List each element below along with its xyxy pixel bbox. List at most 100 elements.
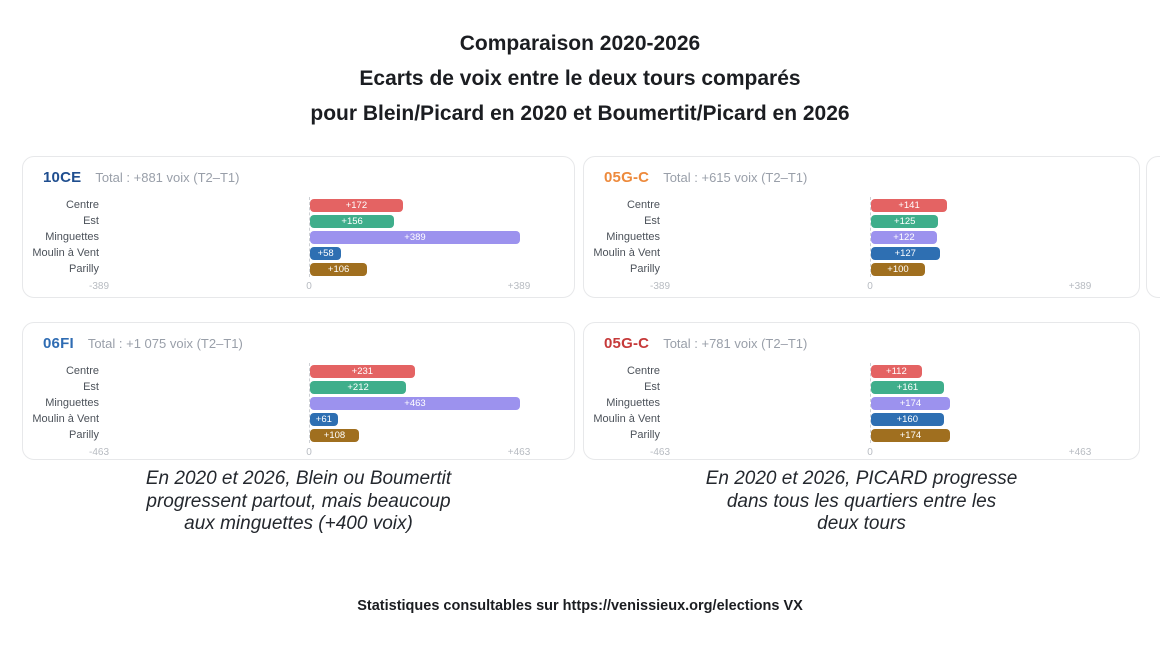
value-label: +156: [341, 215, 363, 227]
chart-row: Centre +141: [584, 197, 1139, 213]
value-label: +108: [323, 429, 346, 441]
chart-row: Est +156: [23, 213, 574, 229]
category-label: Centre: [65, 365, 99, 377]
chart-rows: Centre +141 Est +125 Minguettes +122 Moulin à …: [584, 197, 1139, 277]
row-plot-area: +141: [660, 198, 1080, 212]
row-plot-area: +106: [99, 262, 519, 276]
chart-rows: Centre +112 Est +161 Minguettes +174 Moulin à …: [584, 363, 1139, 443]
category-label: Parilly: [69, 429, 99, 441]
axis-tick-label: 0: [867, 447, 873, 458]
chart-row: Minguettes +174: [584, 395, 1139, 411]
row-plot-area: +108: [99, 428, 519, 442]
value-label: +127: [894, 247, 916, 259]
value-bar: +156: [310, 214, 395, 228]
title-line-1: Comparaison 2020-2026: [459, 32, 701, 55]
row-plot-area: +58: [99, 246, 519, 260]
chart-row: Centre +112: [584, 363, 1139, 379]
chart-row: Parilly +174: [584, 427, 1139, 443]
chart-rows: Centre +231 Est +212 Minguettes +463 Moulin à …: [23, 363, 574, 443]
chart-row: Minguettes +463: [23, 395, 574, 411]
value-bar: +58: [310, 246, 342, 260]
axis-labels: -463 0 +463: [584, 447, 1139, 461]
chart-rows: Centre +172 Est +156 Minguettes +389 Moulin à …: [23, 197, 574, 277]
row-plot-area: +61: [99, 412, 519, 426]
chart-panel-05gc-top: 05G-C Total : +615 voix (T2–T1) Centre +1…: [583, 156, 1140, 298]
value-label: +463: [404, 397, 426, 409]
value-bar: +172: [310, 198, 403, 212]
value-bar: +122: [871, 230, 937, 244]
value-bar: +127: [871, 246, 940, 260]
chart-row: Parilly +100: [584, 261, 1139, 277]
row-plot-area: +112: [660, 364, 1080, 378]
category-label: Est: [83, 215, 99, 227]
chart-row: Centre +172: [23, 197, 574, 213]
category-label: Minguettes: [606, 397, 660, 409]
axis-tick-label: -463: [649, 447, 671, 458]
row-plot-area: +212: [99, 380, 519, 394]
category-label: Parilly: [630, 429, 660, 441]
value-label: +58: [317, 247, 334, 259]
value-bar: +161: [871, 380, 945, 394]
axis-tick-label: 0: [306, 281, 312, 292]
category-label: Moulin à Vent: [593, 247, 660, 259]
title-line-2: Ecarts de voix entre le deux tours compa…: [359, 67, 801, 90]
axis-tick-label: +463: [1068, 447, 1092, 458]
value-label: +61: [315, 413, 332, 425]
value-bar: +112: [871, 364, 922, 378]
zero-axis-line: [870, 197, 871, 277]
value-bar: +61: [310, 412, 338, 426]
panel-code: 06FI: [43, 335, 74, 352]
chart-row: Moulin à Vent +61: [23, 411, 574, 427]
value-label: +125: [894, 215, 916, 227]
chart-panel-10ce: 10CE Total : +881 voix (T2–T1) Centre +17…: [22, 156, 575, 298]
value-label: +106: [327, 263, 350, 275]
axis-labels: -389 0 +389: [23, 281, 574, 295]
value-label: +100: [887, 263, 909, 275]
row-plot-area: +160: [660, 412, 1080, 426]
value-bar: +212: [310, 380, 407, 394]
value-bar: +106: [310, 262, 368, 276]
panel-total: Total : +781 voix (T2–T1): [663, 336, 808, 351]
value-label: +172: [345, 199, 368, 211]
value-label: +389: [404, 231, 426, 243]
chart-panel-06fi: 06FI Total : +1 075 voix (T2–T1) Centre +…: [22, 322, 575, 460]
value-bar: +100: [871, 262, 925, 276]
value-label: +141: [898, 199, 920, 211]
category-label: Centre: [626, 365, 660, 377]
row-plot-area: +463: [99, 396, 520, 410]
footer-source-text: Statistiques consultables sur https://ve…: [357, 598, 803, 614]
chart-row: Moulin à Vent +160: [584, 411, 1139, 427]
value-bar: +141: [871, 198, 948, 212]
axis-tick-label: -463: [88, 447, 110, 458]
chart-row: Parilly +108: [23, 427, 574, 443]
panel-total: Total : +615 voix (T2–T1): [663, 170, 808, 185]
value-bar: +160: [871, 412, 944, 426]
value-label: +112: [886, 365, 907, 377]
panel-code: 10CE: [43, 169, 82, 186]
value-bar: +231: [310, 364, 415, 378]
category-label: Minguettes: [45, 231, 99, 243]
zero-axis-line: [870, 363, 871, 443]
caption-left: En 2020 et 2026, Blein ou Boumertit prog…: [145, 468, 452, 534]
category-label: Est: [644, 381, 660, 393]
chart-row: Est +212: [23, 379, 574, 395]
axis-tick-label: +463: [507, 447, 531, 458]
value-label: +212: [347, 381, 369, 393]
panel-header: 10CE Total : +881 voix (T2–T1): [23, 169, 574, 193]
row-plot-area: +174: [660, 428, 1080, 442]
panel-code: 05G-C: [604, 169, 650, 186]
chart-row: Est +125: [584, 213, 1139, 229]
panel-total: Total : +881 voix (T2–T1): [95, 170, 240, 185]
panel-code: 05G-C: [604, 335, 650, 352]
category-label: Minguettes: [45, 397, 99, 409]
value-bar: +463: [310, 396, 520, 410]
value-label: +122: [893, 231, 915, 243]
category-label: Moulin à Vent: [593, 413, 660, 425]
chart-row: Minguettes +122: [584, 229, 1139, 245]
row-plot-area: +172: [99, 198, 519, 212]
category-label: Est: [644, 215, 660, 227]
value-label: +174: [899, 397, 922, 409]
value-bar: +174: [871, 428, 950, 442]
category-label: Centre: [626, 199, 660, 211]
